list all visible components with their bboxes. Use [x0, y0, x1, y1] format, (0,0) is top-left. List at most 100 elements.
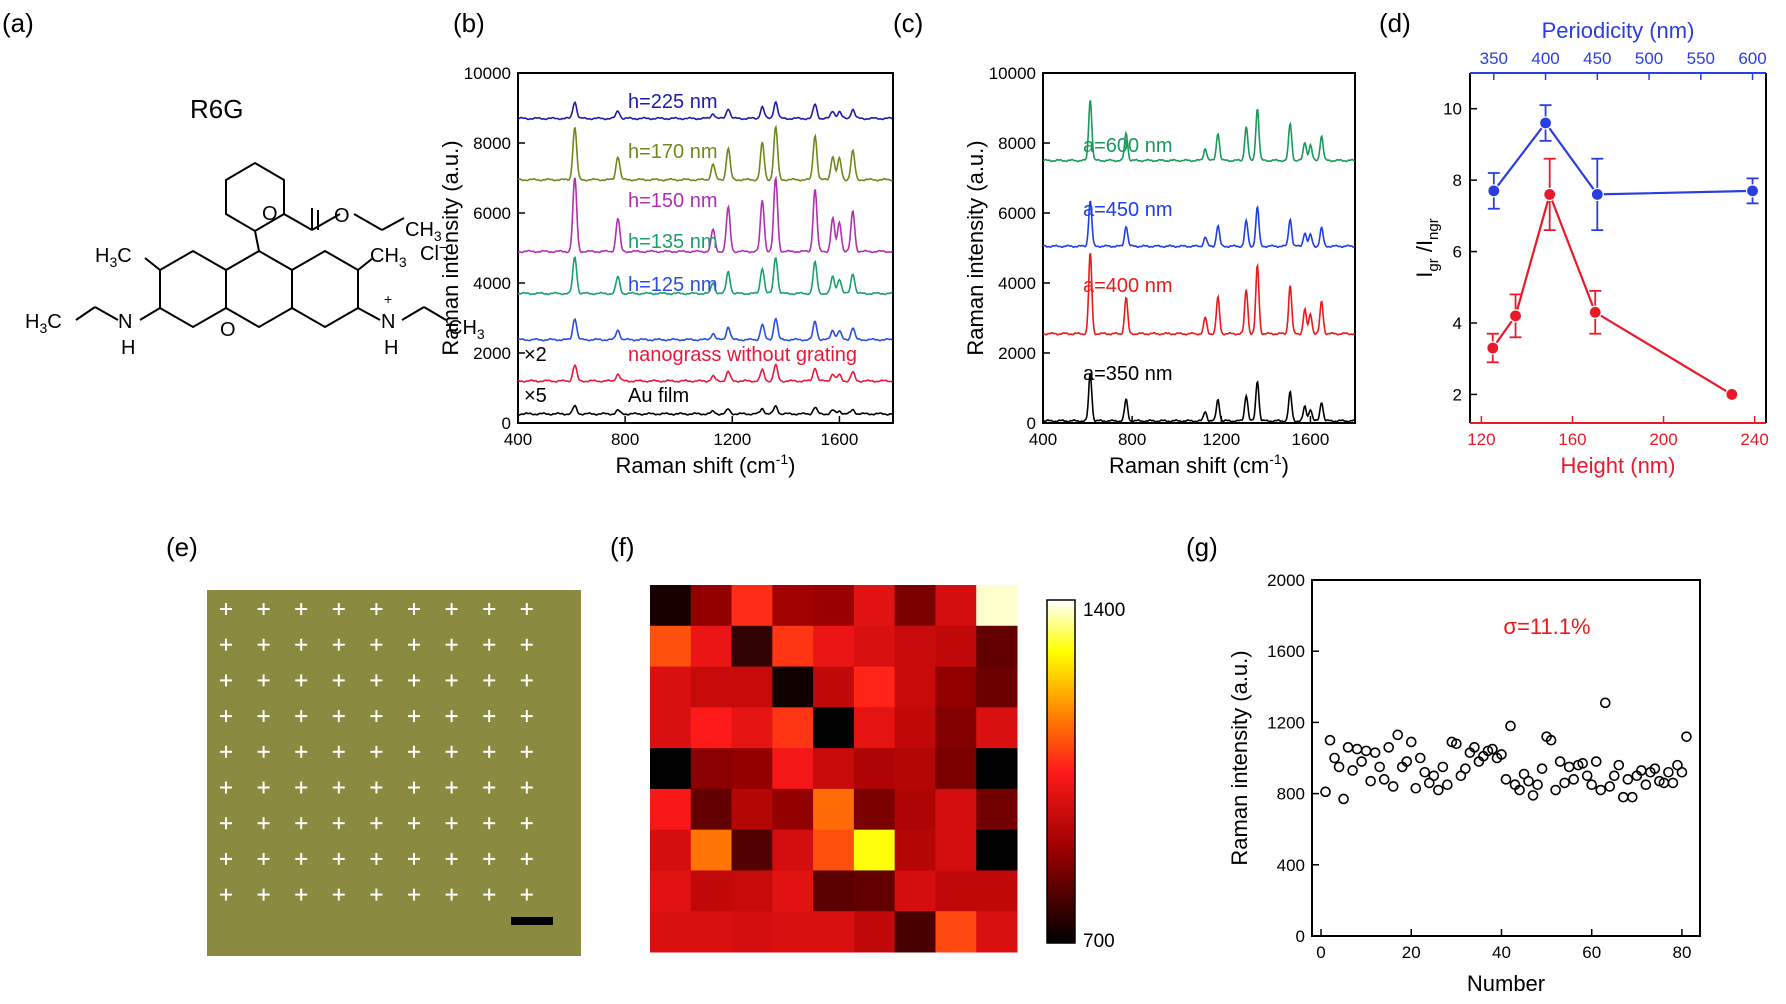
heatmap-cell — [935, 829, 977, 871]
x-tick-label: 240 — [1740, 430, 1768, 449]
y-tick-label: 6000 — [998, 204, 1036, 223]
heatmap-cell — [935, 870, 977, 912]
data-point — [1514, 784, 1525, 796]
y-tick-label: 400 — [1277, 856, 1305, 875]
series-label: h=150 nm — [628, 190, 718, 212]
plot-frame — [1042, 72, 1356, 424]
heatmap-cell — [813, 748, 855, 790]
plot-frame — [1311, 579, 1701, 937]
heatmap-cell — [813, 870, 855, 912]
heatmap-cell — [894, 911, 936, 953]
data-point — [1333, 761, 1345, 773]
panel-label-g: (g) — [1186, 532, 1218, 562]
x-tick-label: 1200 — [713, 430, 751, 449]
panel-label-e: (e) — [166, 532, 198, 562]
ethyl-ch3: CH3 — [405, 219, 442, 244]
spectrum-line-1 — [1042, 200, 1355, 249]
data-point — [1410, 782, 1422, 794]
heatmap-cell — [813, 788, 855, 831]
data-point — [1392, 729, 1404, 741]
spectrum-line-0 — [1043, 100, 1355, 163]
heatmap-cell — [935, 748, 977, 790]
heatmap-cell — [690, 666, 733, 708]
y-tick-label: 6000 — [473, 204, 511, 223]
heatmap-cell — [894, 748, 936, 790]
r6g-structure: R6G — [75, 94, 447, 329]
data-point — [1581, 770, 1593, 782]
data-point — [1618, 791, 1629, 803]
panel-label-d: (d) — [1379, 8, 1411, 38]
heatmap-cell — [731, 748, 773, 790]
heatmap-cell — [690, 585, 733, 627]
panel-f-raman-map: 1400 700 — [650, 585, 1125, 953]
heatmap-cell — [894, 585, 936, 627]
x-tick-label: 60 — [1582, 943, 1601, 962]
heatmap-cell — [853, 707, 896, 749]
heatmap-cell — [976, 829, 1018, 871]
heatmap-cell — [853, 911, 896, 953]
data-point — [1588, 305, 1602, 319]
panel-label-f: (f) — [610, 532, 635, 562]
data-point — [1374, 761, 1385, 773]
y-tick-label: 0 — [1296, 927, 1305, 946]
y-tick-label: 10000 — [464, 64, 511, 83]
ester-oxygen: O — [334, 205, 350, 227]
y-tick-label: 4 — [1453, 314, 1462, 333]
heatmap-cell — [894, 829, 936, 871]
heatmap-cell — [731, 788, 773, 831]
right-nitrogen: N — [381, 311, 395, 333]
x-tick-label: 400 — [504, 430, 532, 449]
data-point — [1577, 758, 1588, 769]
x-tick-label: 40 — [1492, 943, 1511, 962]
data-point — [1401, 756, 1413, 767]
panel-label-c: (c) — [893, 8, 923, 38]
data-point — [1663, 766, 1674, 778]
data-point — [1487, 743, 1498, 755]
left-ring — [159, 249, 227, 329]
data-point — [1338, 793, 1349, 805]
data-point — [1451, 738, 1462, 750]
data-point — [1622, 774, 1634, 785]
series-line-periodicity — [1492, 121, 1753, 196]
data-point — [1538, 116, 1553, 130]
heatmap-cell — [813, 829, 855, 871]
heatmap-cell — [853, 788, 896, 831]
data-point — [1329, 752, 1340, 764]
heatmap-cell — [853, 666, 896, 708]
heatmap-cell — [853, 625, 896, 668]
spectrum-line-1 — [517, 124, 893, 182]
data-point — [1437, 761, 1449, 773]
heatmap-cell — [772, 585, 814, 627]
y-tick-label: 2000 — [998, 344, 1036, 363]
heatmap-cell — [976, 707, 1018, 749]
heatmap-cell — [731, 829, 773, 871]
heatmap-cell — [690, 788, 733, 831]
data-point — [1433, 784, 1444, 796]
data-point — [1550, 784, 1561, 796]
heatmap-cell — [894, 870, 936, 912]
data-point — [1469, 742, 1480, 753]
heatmap-cell — [772, 748, 814, 790]
x2-tick-label: 550 — [1687, 49, 1715, 68]
y-tick-label: 6 — [1453, 243, 1462, 262]
y-tick-label: 2000 — [473, 344, 511, 363]
panel-e-optical-image — [207, 590, 581, 956]
heatmap-cell — [650, 666, 692, 708]
series-label: Au film — [628, 385, 689, 407]
heatmap-cell — [650, 788, 692, 831]
x2-tick-label: 500 — [1635, 49, 1663, 68]
data-point — [1590, 756, 1602, 767]
y-axis-label: Raman intensity (a.u.) — [438, 140, 463, 355]
series-label: h=135 nm — [628, 231, 718, 253]
y-tick-label: 8000 — [473, 134, 511, 153]
data-point — [1387, 781, 1399, 792]
x2-tick-label: 450 — [1583, 49, 1611, 68]
data-point — [1347, 765, 1358, 776]
heatmap-cell — [731, 625, 773, 668]
plot-frame — [517, 72, 894, 424]
data-point — [1543, 187, 1557, 202]
y-tick-label: 1200 — [1267, 713, 1305, 732]
data-point — [1419, 766, 1431, 778]
heatmap-cell — [772, 870, 814, 912]
